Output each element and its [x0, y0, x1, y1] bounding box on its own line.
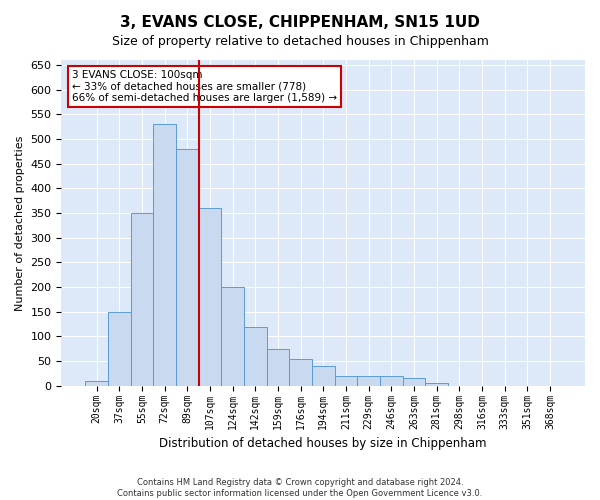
Text: 3, EVANS CLOSE, CHIPPENHAM, SN15 1UD: 3, EVANS CLOSE, CHIPPENHAM, SN15 1UD	[120, 15, 480, 30]
Bar	[312, 366, 335, 386]
Bar	[335, 376, 357, 386]
Bar	[85, 381, 108, 386]
Bar	[266, 349, 289, 386]
Bar	[199, 208, 221, 386]
Bar	[176, 149, 199, 386]
Bar	[153, 124, 176, 386]
Bar	[244, 326, 266, 386]
Bar	[357, 376, 380, 386]
Bar	[403, 378, 425, 386]
X-axis label: Distribution of detached houses by size in Chippenham: Distribution of detached houses by size …	[160, 437, 487, 450]
Bar	[425, 384, 448, 386]
Y-axis label: Number of detached properties: Number of detached properties	[15, 135, 25, 310]
Bar	[289, 358, 312, 386]
Bar	[380, 376, 403, 386]
Text: Contains HM Land Registry data © Crown copyright and database right 2024.
Contai: Contains HM Land Registry data © Crown c…	[118, 478, 482, 498]
Text: Size of property relative to detached houses in Chippenham: Size of property relative to detached ho…	[112, 35, 488, 48]
Text: 3 EVANS CLOSE: 100sqm
← 33% of detached houses are smaller (778)
66% of semi-det: 3 EVANS CLOSE: 100sqm ← 33% of detached …	[72, 70, 337, 103]
Bar	[108, 312, 131, 386]
Bar	[221, 287, 244, 386]
Bar	[131, 213, 153, 386]
